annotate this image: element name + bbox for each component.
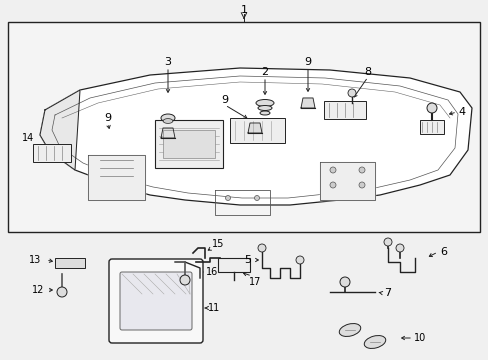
Text: 2: 2 [261,67,268,77]
Text: 9: 9 [221,95,228,105]
Circle shape [347,89,355,97]
Circle shape [395,244,403,252]
Text: 3: 3 [164,57,171,67]
Ellipse shape [258,105,271,111]
Ellipse shape [339,324,360,337]
Polygon shape [161,128,175,138]
Polygon shape [40,68,471,205]
Bar [229,118,285,143]
FancyBboxPatch shape [120,272,192,330]
Text: 17: 17 [248,277,261,287]
Circle shape [329,182,335,188]
Text: 5: 5 [244,255,251,265]
Circle shape [329,167,335,173]
Circle shape [254,195,259,201]
Text: 11: 11 [207,303,220,313]
Polygon shape [88,155,145,200]
Circle shape [358,167,364,173]
Text: 13: 13 [29,255,41,265]
Ellipse shape [364,336,385,348]
Circle shape [358,182,364,188]
Ellipse shape [163,118,173,123]
Bar [33,144,71,162]
Text: 10: 10 [413,333,425,343]
Bar [324,101,365,119]
Text: 6: 6 [440,247,447,257]
Bar [55,258,85,268]
Polygon shape [247,123,262,133]
Ellipse shape [256,99,273,107]
Text: 14: 14 [22,133,34,143]
Text: 12: 12 [32,285,44,295]
Text: 7: 7 [384,288,391,298]
Circle shape [258,244,265,252]
Bar [218,258,249,272]
Bar [163,130,215,158]
Bar [8,22,479,232]
Circle shape [295,256,304,264]
Circle shape [426,103,436,113]
Bar [155,120,223,168]
Text: 16: 16 [205,267,218,277]
Text: 9: 9 [104,113,111,123]
FancyBboxPatch shape [109,259,203,343]
Bar [419,120,443,134]
Text: 9: 9 [304,57,311,67]
Ellipse shape [260,111,269,115]
Circle shape [383,238,391,246]
Circle shape [225,195,230,201]
Circle shape [339,277,349,287]
Polygon shape [319,162,374,200]
Ellipse shape [161,114,175,122]
Text: 15: 15 [211,239,224,249]
Text: 1: 1 [240,5,247,15]
Text: 4: 4 [458,107,465,117]
Polygon shape [301,98,314,108]
Circle shape [180,275,190,285]
Polygon shape [40,90,80,170]
Circle shape [57,287,67,297]
Text: 8: 8 [364,67,371,77]
